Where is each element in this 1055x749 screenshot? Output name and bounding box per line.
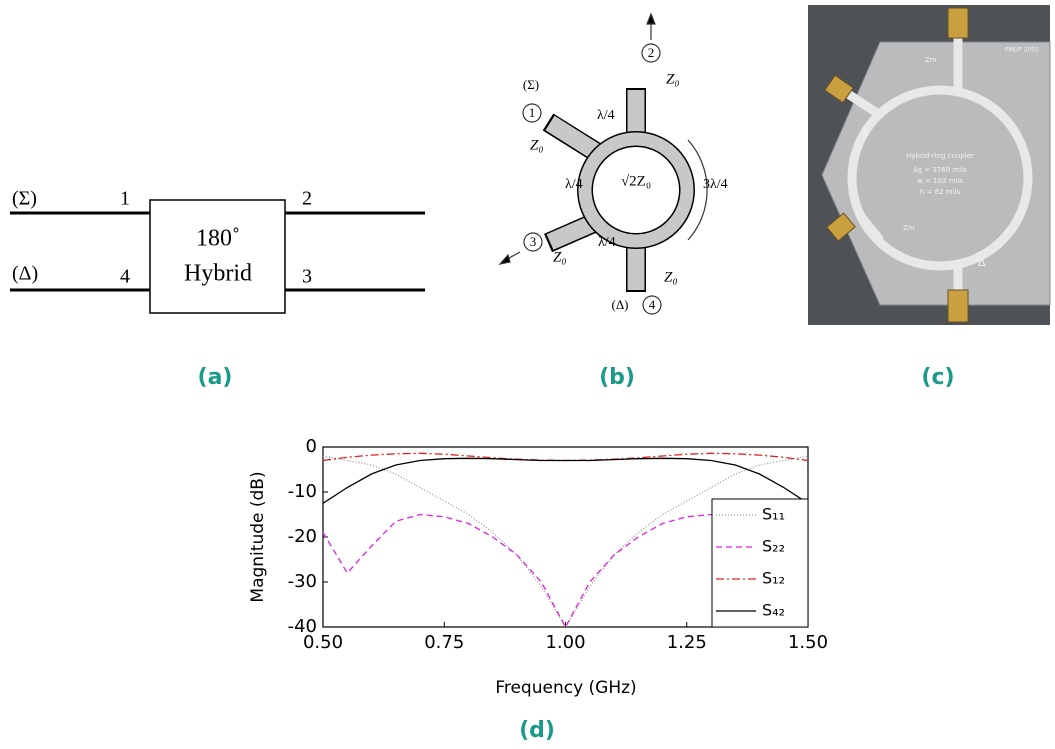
y-tick-label: -20 — [288, 526, 317, 547]
port-label: (Δ) — [611, 297, 628, 312]
x-tick-label: 1.50 — [788, 632, 828, 653]
legend-label: S₂₂ — [762, 537, 785, 556]
port-number: 3 — [302, 266, 312, 288]
series-line — [323, 453, 808, 460]
impedance: Z₀ — [666, 71, 680, 87]
impedance: Z₀ — [530, 137, 544, 153]
board-text: Zm — [925, 56, 937, 64]
y-axis-label: Magnitude (dB) — [248, 471, 268, 602]
box-label: 180˚ — [196, 226, 240, 252]
hybrid-box — [150, 200, 285, 313]
board-text: Hybrid-ring coupler — [906, 152, 974, 160]
board-text: Zm — [903, 224, 915, 232]
board-text: λg = 3760 mils — [913, 166, 967, 174]
port-number: 1 — [120, 188, 130, 210]
legend-label: S₄₂ — [762, 601, 785, 620]
port-number: 4 — [649, 297, 656, 312]
x-tick-label: 0.75 — [424, 632, 464, 653]
legend-label: S₁₂ — [762, 569, 785, 588]
ring-impedance: √2Z₀ — [621, 173, 651, 189]
caption: (d) — [519, 718, 555, 743]
length: λ/4 — [565, 177, 583, 192]
y-tick-label: 0 — [306, 436, 317, 457]
x-tick-label: 1.00 — [545, 632, 585, 653]
figure: (Σ) (Δ) 1 4 2 3 180˚ Hybrid (a) 2 1 3 4 … — [0, 0, 1055, 749]
port-label: (Σ) — [12, 188, 37, 210]
impedance: Z₀ — [664, 269, 678, 285]
port-number: 1 — [529, 105, 536, 120]
panel-c: Hybrid-ring coupler λg = 3760 mils w = 1… — [808, 5, 1050, 390]
port-label: (Σ) — [523, 77, 539, 92]
x-tick-label: 1.25 — [667, 632, 707, 653]
caption: (b) — [599, 365, 635, 390]
y-tick-label: -10 — [288, 481, 317, 502]
impedance: Z₀ — [553, 249, 567, 265]
board-text: h = 62 mils — [920, 188, 961, 196]
y-tick-label: -30 — [288, 571, 317, 592]
x-axis-label: Frequency (GHz) — [495, 678, 636, 698]
port-number: 2 — [648, 45, 655, 60]
legend-box — [712, 499, 808, 627]
board-text: Δ — [978, 256, 986, 269]
port-number: 2 — [302, 188, 312, 210]
series-line — [323, 458, 808, 503]
panel-a: (Σ) (Δ) 1 4 2 3 180˚ Hybrid (a) — [10, 188, 425, 390]
caption: (c) — [921, 365, 954, 390]
length: λ/4 — [598, 235, 616, 250]
caption: (a) — [198, 365, 233, 390]
board-text: w = 103 mils — [917, 177, 963, 185]
port-number: 4 — [120, 266, 130, 288]
board-text: Σ — [862, 125, 869, 138]
panel-b: 2 1 3 4 (Σ) (Δ) Z₀ Z₀ Z₀ Z₀ λ/4 λ/4 λ/4 … — [500, 14, 728, 390]
length: λ/4 — [597, 108, 615, 123]
port-number: 3 — [530, 234, 537, 249]
length: 3λ/4 — [703, 177, 728, 192]
legend-label: S₁₁ — [762, 505, 785, 524]
box-label: Hybrid — [184, 261, 252, 287]
ring — [585, 139, 687, 241]
board-text: PMUP 2002 — [1005, 47, 1039, 54]
y-tick-label: -40 — [288, 616, 317, 637]
port-label: (Δ) — [12, 263, 38, 285]
